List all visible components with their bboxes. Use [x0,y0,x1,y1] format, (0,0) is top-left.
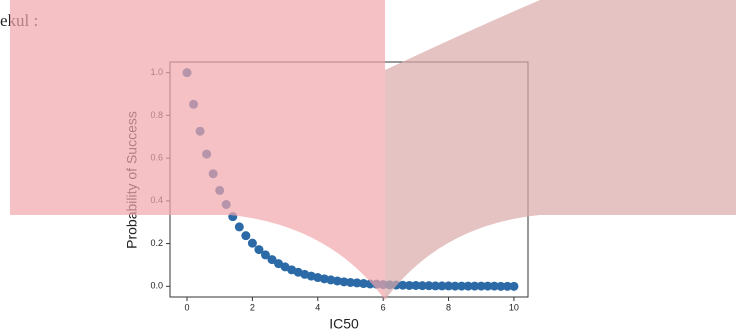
point [430,281,440,291]
point [424,281,434,291]
point [234,222,244,232]
point [463,281,473,291]
x-tick-label: 10 [509,302,519,312]
point [470,281,480,291]
point [509,281,519,291]
overlay-shape [385,0,736,300]
point [254,245,264,255]
x-tick-label: 4 [315,302,320,312]
overlay-shape [10,0,385,300]
point [411,280,421,290]
point [502,281,512,291]
point [437,281,447,291]
x-tick-label: 8 [446,302,451,312]
point [398,280,408,290]
point [404,280,414,290]
x-axis-label: IC50 [329,316,359,332]
point [489,281,499,291]
point [332,276,342,286]
x-tick-label: 2 [250,302,255,312]
y-tick-label: 0.0 [150,281,163,291]
point [241,231,251,241]
point [359,279,369,289]
point [496,281,506,291]
point [476,281,486,291]
point [260,250,270,260]
y-tick-label: 0.2 [150,238,163,248]
x-tick-label: 0 [184,302,189,312]
x-tick-label: 6 [381,302,386,312]
point [457,281,467,291]
point [444,281,454,291]
point [417,281,427,291]
point [450,281,460,291]
point [345,277,355,287]
point [352,278,362,288]
point [267,255,277,265]
point [483,281,493,291]
point [247,238,257,248]
point [339,277,349,287]
